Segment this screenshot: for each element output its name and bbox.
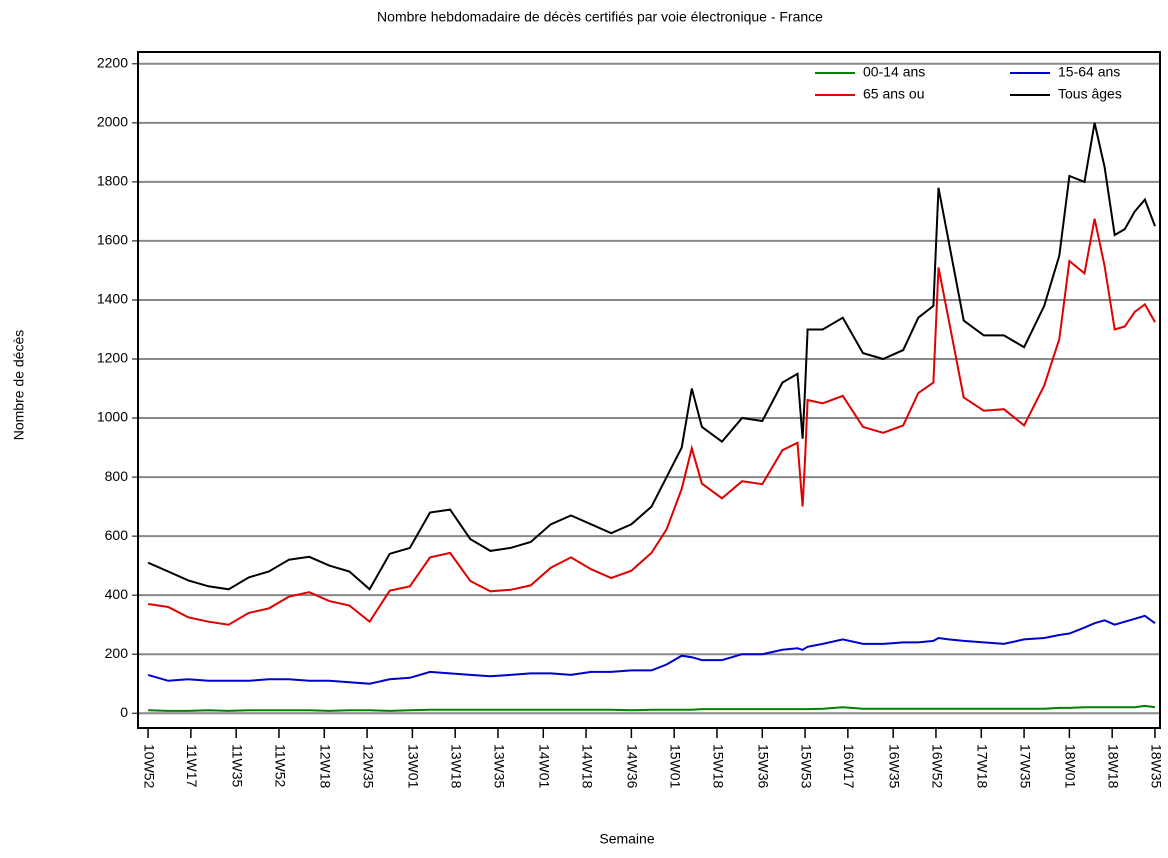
x-tick-label: 18W01 xyxy=(1063,744,1079,789)
x-tick-label: 14W36 xyxy=(625,744,641,789)
x-tick-label: 15W36 xyxy=(756,744,772,789)
legend-label: 65 ans ou xyxy=(863,86,925,102)
y-tick-label: 1400 xyxy=(97,291,128,307)
y-tick-label: 1800 xyxy=(97,173,128,189)
plot-frame xyxy=(137,51,1161,729)
chart-title: Nombre hebdomadaire de décès certifiés p… xyxy=(377,9,823,25)
x-tick-label: 17W18 xyxy=(975,744,991,789)
x-tick-label: 13W01 xyxy=(406,744,422,789)
series-line xyxy=(147,218,1156,626)
y-tick-label: 400 xyxy=(105,586,129,602)
x-axis-title: Semaine xyxy=(599,831,654,847)
legend-label: 00-14 ans xyxy=(863,64,925,80)
x-tick-label: 13W18 xyxy=(448,744,464,789)
x-tick-label: 18W35 xyxy=(1148,744,1164,789)
x-tick-label: 15W53 xyxy=(798,744,814,789)
x-tick-label: 11W52 xyxy=(272,744,288,788)
y-axis-title: Nombre de décès xyxy=(11,330,27,441)
x-tick-label: 12W35 xyxy=(360,744,376,789)
series-line xyxy=(147,614,1156,685)
y-tick-label: 200 xyxy=(105,645,129,661)
x-tick-label: 18W18 xyxy=(1105,744,1121,789)
x-tick-label: 17W35 xyxy=(1017,744,1033,789)
series-line xyxy=(148,704,1156,712)
x-tick-label: 16W35 xyxy=(886,744,902,789)
x-tick-label: 16W52 xyxy=(929,744,945,789)
series-line xyxy=(147,122,1156,591)
x-tick-label: 15W01 xyxy=(667,744,683,789)
y-tick-label: 600 xyxy=(105,527,129,543)
y-tick-label: 800 xyxy=(105,468,129,484)
y-tick-label: 1200 xyxy=(97,350,128,366)
legend-label: Tous âges xyxy=(1058,86,1122,102)
x-tick-label: 15W18 xyxy=(710,744,726,789)
y-tick-label: 2000 xyxy=(97,114,128,130)
legend-label: 15-64 ans xyxy=(1058,64,1120,80)
x-tick-label: 11W17 xyxy=(184,744,200,788)
y-tick-label: 1600 xyxy=(97,232,128,248)
x-tick-label: 14W01 xyxy=(537,744,553,789)
x-tick-label: 13W35 xyxy=(491,744,507,789)
x-tick-label: 10W52 xyxy=(141,744,157,789)
y-tick-label: 2200 xyxy=(97,55,128,71)
x-tick-label: 12W18 xyxy=(318,744,334,789)
y-tick-label: 0 xyxy=(120,704,128,720)
x-tick-label: 16W17 xyxy=(841,744,857,789)
x-tick-label: 14W18 xyxy=(579,744,595,789)
y-tick-label: 1000 xyxy=(97,409,128,425)
x-tick-label: 11W35 xyxy=(229,744,245,788)
